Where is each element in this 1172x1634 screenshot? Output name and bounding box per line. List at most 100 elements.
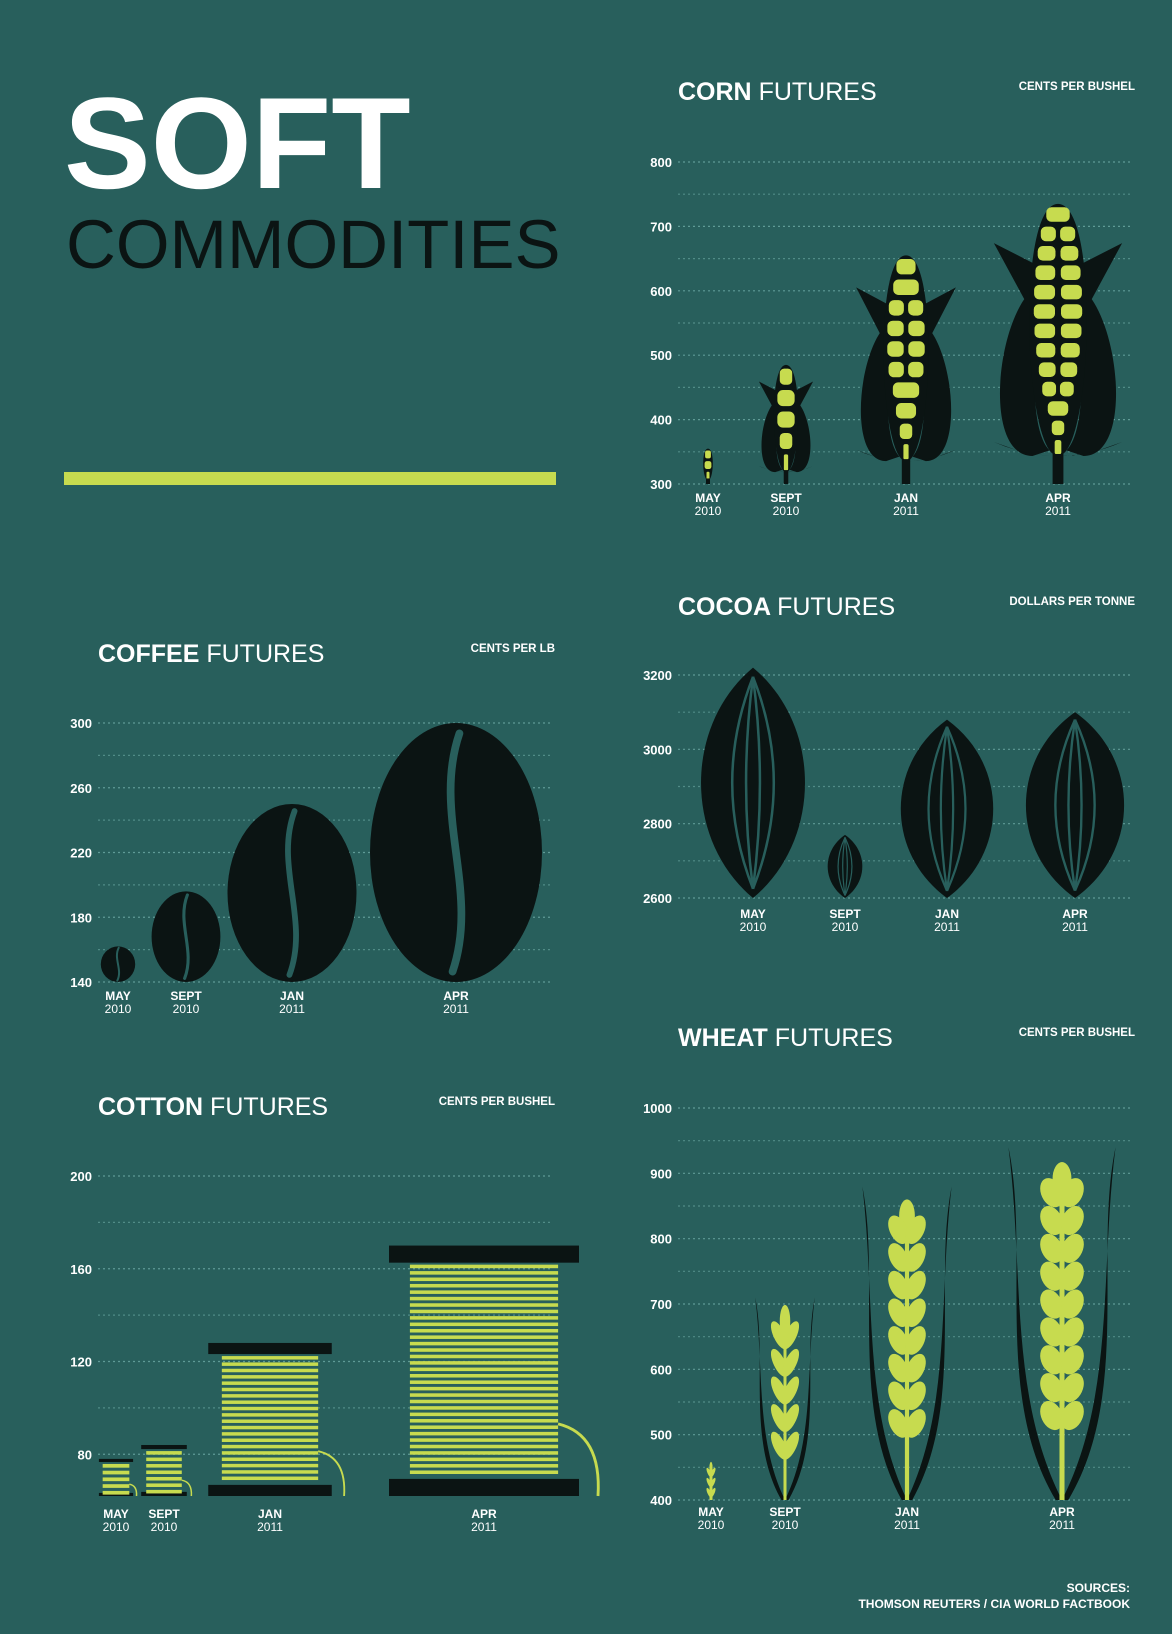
x-category-year: 2010 xyxy=(103,1520,130,1534)
coffee-bean-crease xyxy=(182,893,190,980)
y-tick-label: 260 xyxy=(70,781,92,796)
wheat-leaf-right xyxy=(907,1186,952,1500)
x-category-year: 2010 xyxy=(772,1518,799,1532)
spool-thread-line xyxy=(409,1322,559,1327)
corn-kernel xyxy=(1060,284,1082,300)
wheat-stalk-icon xyxy=(1008,1147,1116,1500)
wheat-grain xyxy=(709,1477,716,1488)
wheat-grain xyxy=(1060,1178,1084,1208)
y-tick-label: 700 xyxy=(650,1297,672,1312)
corn-cob-icon xyxy=(703,448,713,484)
corn-husk-base xyxy=(758,466,814,473)
wheat-grain xyxy=(1060,1345,1084,1375)
wheat-grain xyxy=(1040,1178,1064,1208)
coffee-bean-icon xyxy=(100,946,136,982)
spool-thread-line xyxy=(102,1477,130,1482)
spool-thread-line xyxy=(409,1399,559,1404)
spool-thread-line xyxy=(146,1483,182,1487)
wheat-leaf-left xyxy=(755,1297,785,1500)
cotton-spool-icon xyxy=(141,1444,193,1497)
x-category-year: 2011 xyxy=(893,504,919,518)
spool-thread-line xyxy=(146,1476,182,1481)
x-category-label: SEPT xyxy=(829,907,861,921)
corn-kernel xyxy=(1034,284,1056,300)
y-tick-label: 500 xyxy=(650,348,672,363)
spool-thread-line xyxy=(221,1381,319,1385)
cocoa-pod-body xyxy=(701,667,805,898)
wheat-grain xyxy=(1040,1261,1064,1291)
wheat-grain xyxy=(905,1326,926,1355)
wheat-grain xyxy=(905,1270,926,1300)
spool-thread-line xyxy=(221,1419,319,1423)
corn-kernel xyxy=(908,361,924,378)
corn-kernel xyxy=(903,444,909,460)
wheat-grain xyxy=(888,1381,909,1411)
corn-kernel xyxy=(1033,304,1056,319)
spool-thread-line xyxy=(409,1354,559,1359)
spool-thread-line xyxy=(409,1290,559,1294)
cocoa-pod-rib xyxy=(1073,719,1083,891)
x-category-year: 2010 xyxy=(832,920,859,934)
wheat-grain xyxy=(1040,1400,1064,1431)
x-category-label: JAN xyxy=(258,1507,282,1521)
chart-title-bold: COFFEE xyxy=(98,640,206,668)
spool-thread-line xyxy=(409,1386,559,1391)
y-tick-label: 120 xyxy=(70,1355,92,1370)
spool-bottom-flange xyxy=(389,1478,579,1496)
spool-thread-line xyxy=(221,1463,319,1468)
wheat-stem xyxy=(904,1217,910,1500)
corn-kernel xyxy=(888,300,904,316)
unit-label: CENTS PER BUSHEL xyxy=(439,1096,555,1108)
cocoa-pod-rib xyxy=(744,676,755,889)
coffee-bean-crease xyxy=(446,729,466,976)
spool-thread-tail xyxy=(557,1422,600,1497)
spool-top-flange xyxy=(141,1444,187,1450)
x-category-year: 2011 xyxy=(443,1002,469,1016)
cocoa-pod-icon xyxy=(900,719,994,898)
y-tick-label: 600 xyxy=(650,284,672,299)
cocoa-pod-rib xyxy=(844,837,853,896)
wheat-chart: 400 500 600 700 800 900 1000 WHEAT FUTURES CENTS… xyxy=(643,1024,1135,1532)
spool-thread-line xyxy=(221,1387,319,1392)
spool-thread-line xyxy=(409,1425,559,1429)
x-category-label: APR xyxy=(471,1507,497,1521)
corn-kernel xyxy=(1036,343,1056,358)
corn-kernel xyxy=(896,258,916,275)
coffee-bean-icon xyxy=(370,723,542,982)
spool-thread-line xyxy=(409,1393,559,1397)
cocoa-pod-rib xyxy=(1067,719,1077,891)
x-category-year: 2011 xyxy=(934,920,960,934)
wheat-grain xyxy=(1060,1289,1084,1319)
x-category-year: 2010 xyxy=(740,920,767,934)
spool-thread-line xyxy=(102,1470,130,1475)
spool-thread-line xyxy=(409,1277,559,1282)
spool-thread-line xyxy=(409,1367,559,1372)
wheat-grain xyxy=(782,1348,800,1377)
spool-thread-line xyxy=(221,1451,319,1455)
wheat-grain xyxy=(782,1376,800,1405)
x-category-label: MAY xyxy=(698,1505,724,1519)
x-category-year: 2010 xyxy=(773,504,800,518)
corn-kernel xyxy=(1059,381,1074,397)
wheat-grain xyxy=(1060,1233,1084,1263)
wheat-grain xyxy=(905,1409,926,1438)
y-tick-label: 400 xyxy=(650,413,672,428)
y-tick-label: 2600 xyxy=(643,891,672,906)
spool-top-flange xyxy=(98,1458,134,1462)
spool-thread-line xyxy=(409,1419,559,1423)
cocoa-pod-body xyxy=(900,719,994,898)
corn-kernel xyxy=(783,454,789,471)
corn-kernel xyxy=(1047,401,1069,416)
spool-thread-line xyxy=(409,1361,559,1365)
x-category-year: 2011 xyxy=(279,1002,305,1016)
x-category-year: 2011 xyxy=(1049,1518,1075,1532)
corn-kernel xyxy=(706,471,710,480)
x-category-year: 2011 xyxy=(257,1520,283,1534)
cocoa-pod-rib xyxy=(1054,719,1077,892)
spool-thread-line xyxy=(409,1464,559,1468)
y-tick-label: 900 xyxy=(650,1166,672,1181)
wheat-grain xyxy=(1060,1373,1084,1403)
spool-thread-tail xyxy=(317,1450,346,1497)
x-category-year: 2011 xyxy=(894,1518,920,1532)
corn-kernel xyxy=(705,450,711,459)
